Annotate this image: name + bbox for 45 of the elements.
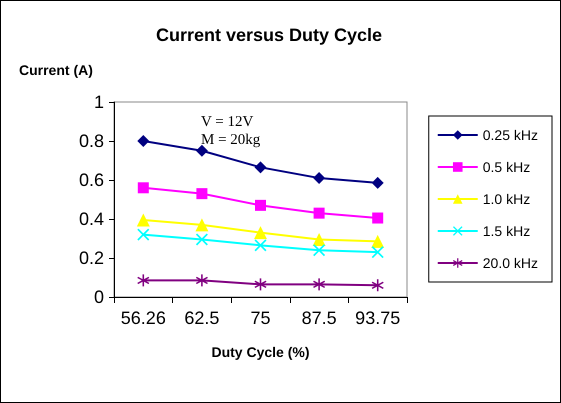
point bbox=[254, 239, 266, 252]
y-tick-label: 0.8 bbox=[78, 131, 104, 151]
point bbox=[255, 200, 266, 211]
y-axis-title: Current (A) bbox=[19, 62, 93, 78]
legend-label: 0.5 kHz bbox=[482, 159, 530, 175]
point bbox=[372, 246, 384, 258]
point bbox=[196, 233, 208, 246]
point bbox=[372, 279, 384, 292]
y-tick-label: 0.4 bbox=[78, 209, 104, 229]
x-axis-title: Duty Cycle (%) bbox=[211, 344, 310, 360]
point bbox=[371, 234, 384, 248]
point bbox=[313, 172, 326, 184]
legend-label: 20.0 kHz bbox=[482, 255, 538, 271]
point bbox=[195, 218, 208, 232]
y-tick-label: 0 bbox=[94, 287, 104, 307]
annotation: V = 12V M = 20kg bbox=[201, 114, 261, 148]
point bbox=[137, 228, 150, 241]
point bbox=[313, 244, 326, 256]
point bbox=[254, 161, 266, 174]
point bbox=[196, 274, 208, 286]
point bbox=[196, 144, 208, 157]
point bbox=[136, 213, 150, 226]
point bbox=[138, 182, 149, 194]
y-tick-label: 1 bbox=[94, 92, 104, 112]
point bbox=[312, 232, 326, 246]
point bbox=[372, 212, 384, 224]
point bbox=[254, 278, 266, 290]
chart-title: Current versus Duty Cycle bbox=[156, 25, 382, 45]
x-tick-label: 87.5 bbox=[302, 308, 337, 328]
legend-label: 0.25 kHz bbox=[482, 127, 538, 143]
x-tick-label: 75 bbox=[250, 308, 271, 328]
x-tick-label: 56.26 bbox=[120, 308, 166, 328]
x-tick-label: 62.5 bbox=[184, 308, 220, 328]
point bbox=[137, 135, 150, 147]
legend-label: 1.0 kHz bbox=[482, 191, 530, 207]
point bbox=[137, 274, 150, 286]
y-tick-label: 0.2 bbox=[78, 248, 104, 268]
point bbox=[372, 176, 384, 189]
point bbox=[196, 188, 208, 200]
point bbox=[254, 226, 267, 240]
point bbox=[313, 278, 326, 290]
legend-label: 1.5 kHz bbox=[482, 223, 530, 239]
point bbox=[314, 208, 325, 219]
y-tick-label: 0.6 bbox=[78, 170, 104, 190]
x-tick-label: 93.75 bbox=[355, 308, 400, 328]
